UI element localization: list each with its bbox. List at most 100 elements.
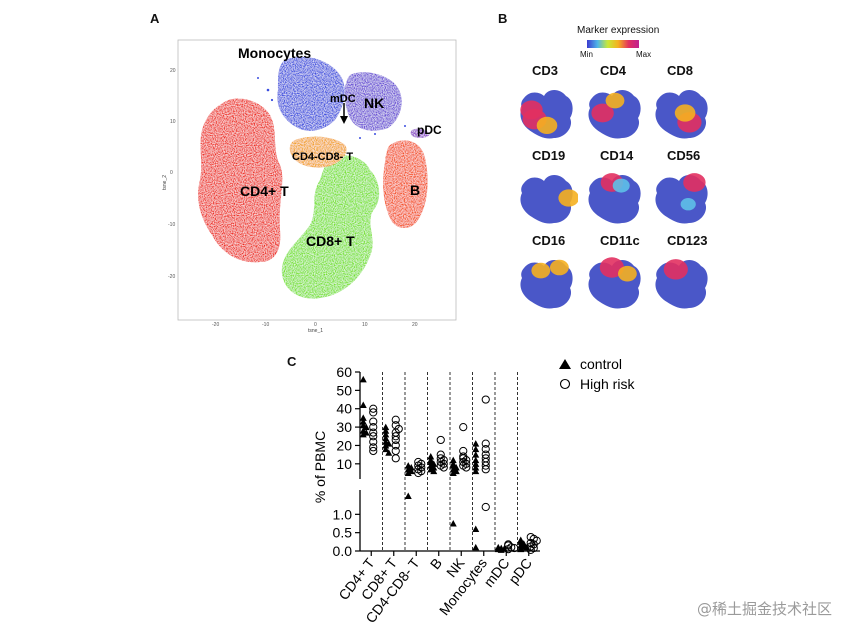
control-point <box>472 543 480 551</box>
y-tick-label: 10 <box>336 456 352 472</box>
label-monocytes: Monocytes <box>238 45 311 61</box>
legend-control-marker <box>559 359 571 369</box>
highrisk-point <box>391 435 400 445</box>
highrisk-point <box>369 432 378 441</box>
panel-label-c: C <box>287 354 297 369</box>
control-point <box>382 430 390 438</box>
marker-label-cd8: CD8 <box>667 63 694 78</box>
control-point <box>472 456 480 464</box>
control-point <box>359 414 367 421</box>
x-tick-label: pDC <box>505 555 535 587</box>
tsne-y-ticks: 20 10 0 -10 -20 <box>168 68 176 280</box>
marker-map-cd11c <box>588 257 641 309</box>
marker-label-cd19: CD19 <box>532 148 566 163</box>
highrisk-point <box>414 468 423 478</box>
control-point <box>359 401 367 409</box>
svg-text:20: 20 <box>170 68 176 74</box>
y-tick-label: 50 <box>336 382 352 398</box>
svg-text:20: 20 <box>412 322 418 328</box>
control-point <box>382 427 390 434</box>
highrisk-point <box>369 417 378 426</box>
marker-label-cd4: CD4 <box>600 63 627 78</box>
panel-label-b: B <box>498 11 508 26</box>
y-tick-label: 60 <box>336 364 352 380</box>
control-point <box>359 418 367 425</box>
control-point <box>359 375 367 383</box>
control-point <box>472 460 480 467</box>
svg-text:-20: -20 <box>168 274 175 280</box>
label-cd8t: CD8+ T <box>306 233 355 249</box>
cluster-cd4t-shape <box>198 98 283 263</box>
label-cd4cd8: CD4-CD8- T <box>292 151 353 163</box>
tsne-plot: Monocytes mDC NK pDC CD4-CD8- T CD4+ T B… <box>162 39 457 334</box>
svg-text:-10: -10 <box>168 222 175 228</box>
highrisk-point <box>369 437 378 446</box>
control-point <box>472 445 480 453</box>
highrisk-point <box>481 395 490 404</box>
control-point <box>517 545 525 553</box>
control-point <box>382 445 390 453</box>
control-point <box>427 452 435 460</box>
tsne-x-ticks: -20 -10 0 10 20 <box>212 322 418 328</box>
highrisk-point <box>439 463 448 472</box>
highrisk-point <box>369 404 378 413</box>
marker-map-cd8 <box>655 90 708 139</box>
cluster-b-shape <box>383 140 428 229</box>
legend-highrisk-label: High risk <box>580 376 635 392</box>
marker-map-cd3 <box>520 90 573 139</box>
marker-map-cd123 <box>655 259 708 309</box>
marker-legend-title: Marker expression <box>577 25 660 36</box>
highrisk-point <box>369 408 378 417</box>
control-point <box>382 441 390 449</box>
control-point <box>472 440 480 447</box>
highrisk-point <box>391 446 400 456</box>
dot-plot: % of PBMC control High risk 60 50 40 30 20 10… <box>312 356 635 626</box>
label-b: B <box>410 182 420 198</box>
highrisk-point <box>369 422 378 432</box>
highrisk-point <box>391 441 400 450</box>
marker-label-cd123: CD123 <box>667 233 708 248</box>
svg-text:10: 10 <box>362 322 368 328</box>
label-pdc: pDC <box>417 123 442 137</box>
marker-label-cd11c: CD11c <box>600 233 640 248</box>
control-point <box>472 467 480 475</box>
highrisk-point <box>481 445 490 454</box>
control-point <box>382 423 390 431</box>
svg-text:-20: -20 <box>212 322 219 328</box>
highrisk-point <box>436 435 445 445</box>
control-point <box>382 434 390 442</box>
y-tick-label: 0.5 <box>333 525 353 541</box>
highrisk-point <box>526 545 535 554</box>
marker-colorbar <box>587 40 639 48</box>
control-point <box>449 469 457 476</box>
cluster-nk-shape <box>344 72 402 131</box>
marker-label-cd14: CD14 <box>600 148 634 163</box>
control-point <box>472 463 480 471</box>
watermark: @稀土掘金技术社区 <box>696 600 832 618</box>
highrisk-point <box>369 443 378 452</box>
label-nk: NK <box>364 95 384 111</box>
marker-label-cd16: CD16 <box>532 233 566 248</box>
highrisk-point <box>391 415 400 424</box>
label-mdc: mDC <box>330 93 356 105</box>
cluster-cd8t-shape <box>281 155 380 299</box>
tsne-ylabel: tsne_2 <box>162 175 168 190</box>
marker-label-cd56: CD56 <box>667 148 701 163</box>
control-point <box>385 449 393 456</box>
cluster-cd4cd8-shape <box>289 136 347 168</box>
marker-map-cd14 <box>588 173 641 224</box>
control-point <box>362 423 370 431</box>
marker-label-cd3: CD3 <box>532 63 559 78</box>
highrisk-point <box>481 465 490 474</box>
marker-map-cd19 <box>520 175 578 224</box>
highrisk-point <box>391 454 400 463</box>
highrisk-point <box>481 461 490 470</box>
control-point <box>449 456 457 464</box>
y-tick-label: 0.0 <box>333 543 353 559</box>
highrisk-point <box>510 543 519 553</box>
highrisk-point <box>481 502 490 512</box>
control-point <box>404 469 412 476</box>
control-point <box>404 492 412 499</box>
control-point <box>430 467 438 475</box>
cluster-monocytes-shape <box>277 56 345 131</box>
